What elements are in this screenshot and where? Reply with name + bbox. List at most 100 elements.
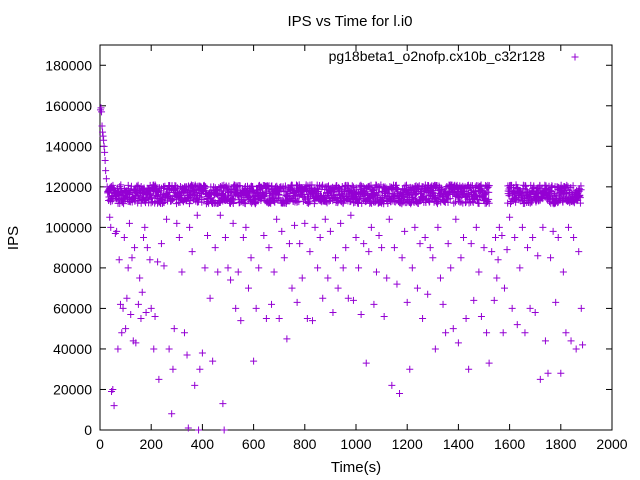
data-point <box>516 264 524 272</box>
data-point <box>221 234 229 241</box>
data-point <box>518 223 526 231</box>
data-point <box>386 196 394 204</box>
data-point <box>380 313 388 321</box>
data-point <box>128 254 136 262</box>
data-point <box>342 244 350 252</box>
data-point <box>244 284 252 292</box>
data-point <box>471 188 479 196</box>
data-point <box>201 264 209 272</box>
data-point <box>449 325 457 333</box>
data-point <box>241 200 249 208</box>
y-tick-label: 140000 <box>45 138 92 154</box>
data-point <box>385 215 393 223</box>
data-point <box>551 190 559 198</box>
data-point <box>411 223 419 231</box>
data-point <box>365 248 373 256</box>
data-point <box>419 192 427 200</box>
data-point <box>229 219 237 227</box>
data-point <box>314 264 322 272</box>
data-point <box>101 157 109 164</box>
data-point <box>134 181 142 189</box>
data-point <box>406 365 414 373</box>
data-point <box>110 402 118 410</box>
data-point <box>413 284 421 292</box>
data-point <box>576 194 584 202</box>
data-point <box>370 300 378 308</box>
data-point <box>275 191 283 199</box>
data-point <box>429 254 437 262</box>
data-point <box>109 385 117 393</box>
data-point <box>549 227 557 235</box>
x-tick-label: 0 <box>96 436 104 452</box>
data-point <box>352 234 360 241</box>
data-point <box>275 315 283 323</box>
data-point <box>526 304 534 312</box>
data-point <box>232 304 240 312</box>
data-point <box>146 256 154 264</box>
data-point <box>143 244 151 252</box>
data-point <box>450 199 458 207</box>
data-point <box>470 296 478 304</box>
y-tick-label: 40000 <box>53 341 92 357</box>
axes: 0 200 400 600 800 1000 1200 1400 1600 1800 2000020… <box>45 45 628 452</box>
data-point <box>494 256 502 264</box>
y-axis-title: IPS <box>5 226 22 250</box>
data-point <box>102 175 110 183</box>
data-point <box>137 315 145 323</box>
data-point <box>439 300 447 308</box>
data-point <box>419 315 427 323</box>
x-tick-label: 400 <box>191 436 215 452</box>
data-point <box>134 300 142 308</box>
data-point <box>546 187 554 195</box>
data-point <box>216 211 224 219</box>
data-point <box>511 234 519 241</box>
data-point <box>185 200 193 208</box>
data-point <box>447 264 455 272</box>
data-point <box>349 296 357 304</box>
data-point <box>113 227 121 235</box>
data-point <box>567 337 575 345</box>
data-point <box>348 182 356 190</box>
data-point <box>529 234 537 241</box>
data-point <box>250 357 258 365</box>
data-point <box>357 311 365 318</box>
data-point <box>170 325 178 333</box>
data-point <box>493 274 501 282</box>
data-point <box>572 345 580 353</box>
data-point <box>329 308 337 316</box>
y-tick-label: 80000 <box>53 260 92 276</box>
data-point <box>554 234 562 241</box>
data-point <box>112 195 120 203</box>
data-point <box>577 304 585 312</box>
data-point <box>123 294 131 302</box>
data-point <box>477 313 485 321</box>
data-point <box>280 254 288 262</box>
data-point <box>462 315 470 323</box>
data-point <box>401 182 409 190</box>
data-point <box>524 244 532 252</box>
data-point <box>97 104 105 112</box>
data-point <box>117 181 125 189</box>
data-point <box>141 223 149 231</box>
data-point <box>388 381 396 389</box>
data-point <box>522 182 530 190</box>
data-point <box>101 148 109 156</box>
data-point <box>416 240 424 248</box>
data-point <box>355 264 363 272</box>
data-point <box>178 268 186 276</box>
x-tick-label: 800 <box>293 436 317 452</box>
data-point <box>125 219 133 227</box>
data-point <box>115 256 123 264</box>
data-point <box>483 329 491 337</box>
data-point <box>365 182 373 190</box>
data-point <box>148 194 156 202</box>
data-point <box>255 264 263 272</box>
data-point <box>100 142 108 150</box>
data-point <box>99 128 107 136</box>
data-point <box>378 244 386 252</box>
data-point <box>168 410 176 418</box>
data-point <box>465 365 473 373</box>
legend-marker <box>571 53 579 61</box>
data-point <box>169 365 177 373</box>
data-point <box>126 188 134 196</box>
